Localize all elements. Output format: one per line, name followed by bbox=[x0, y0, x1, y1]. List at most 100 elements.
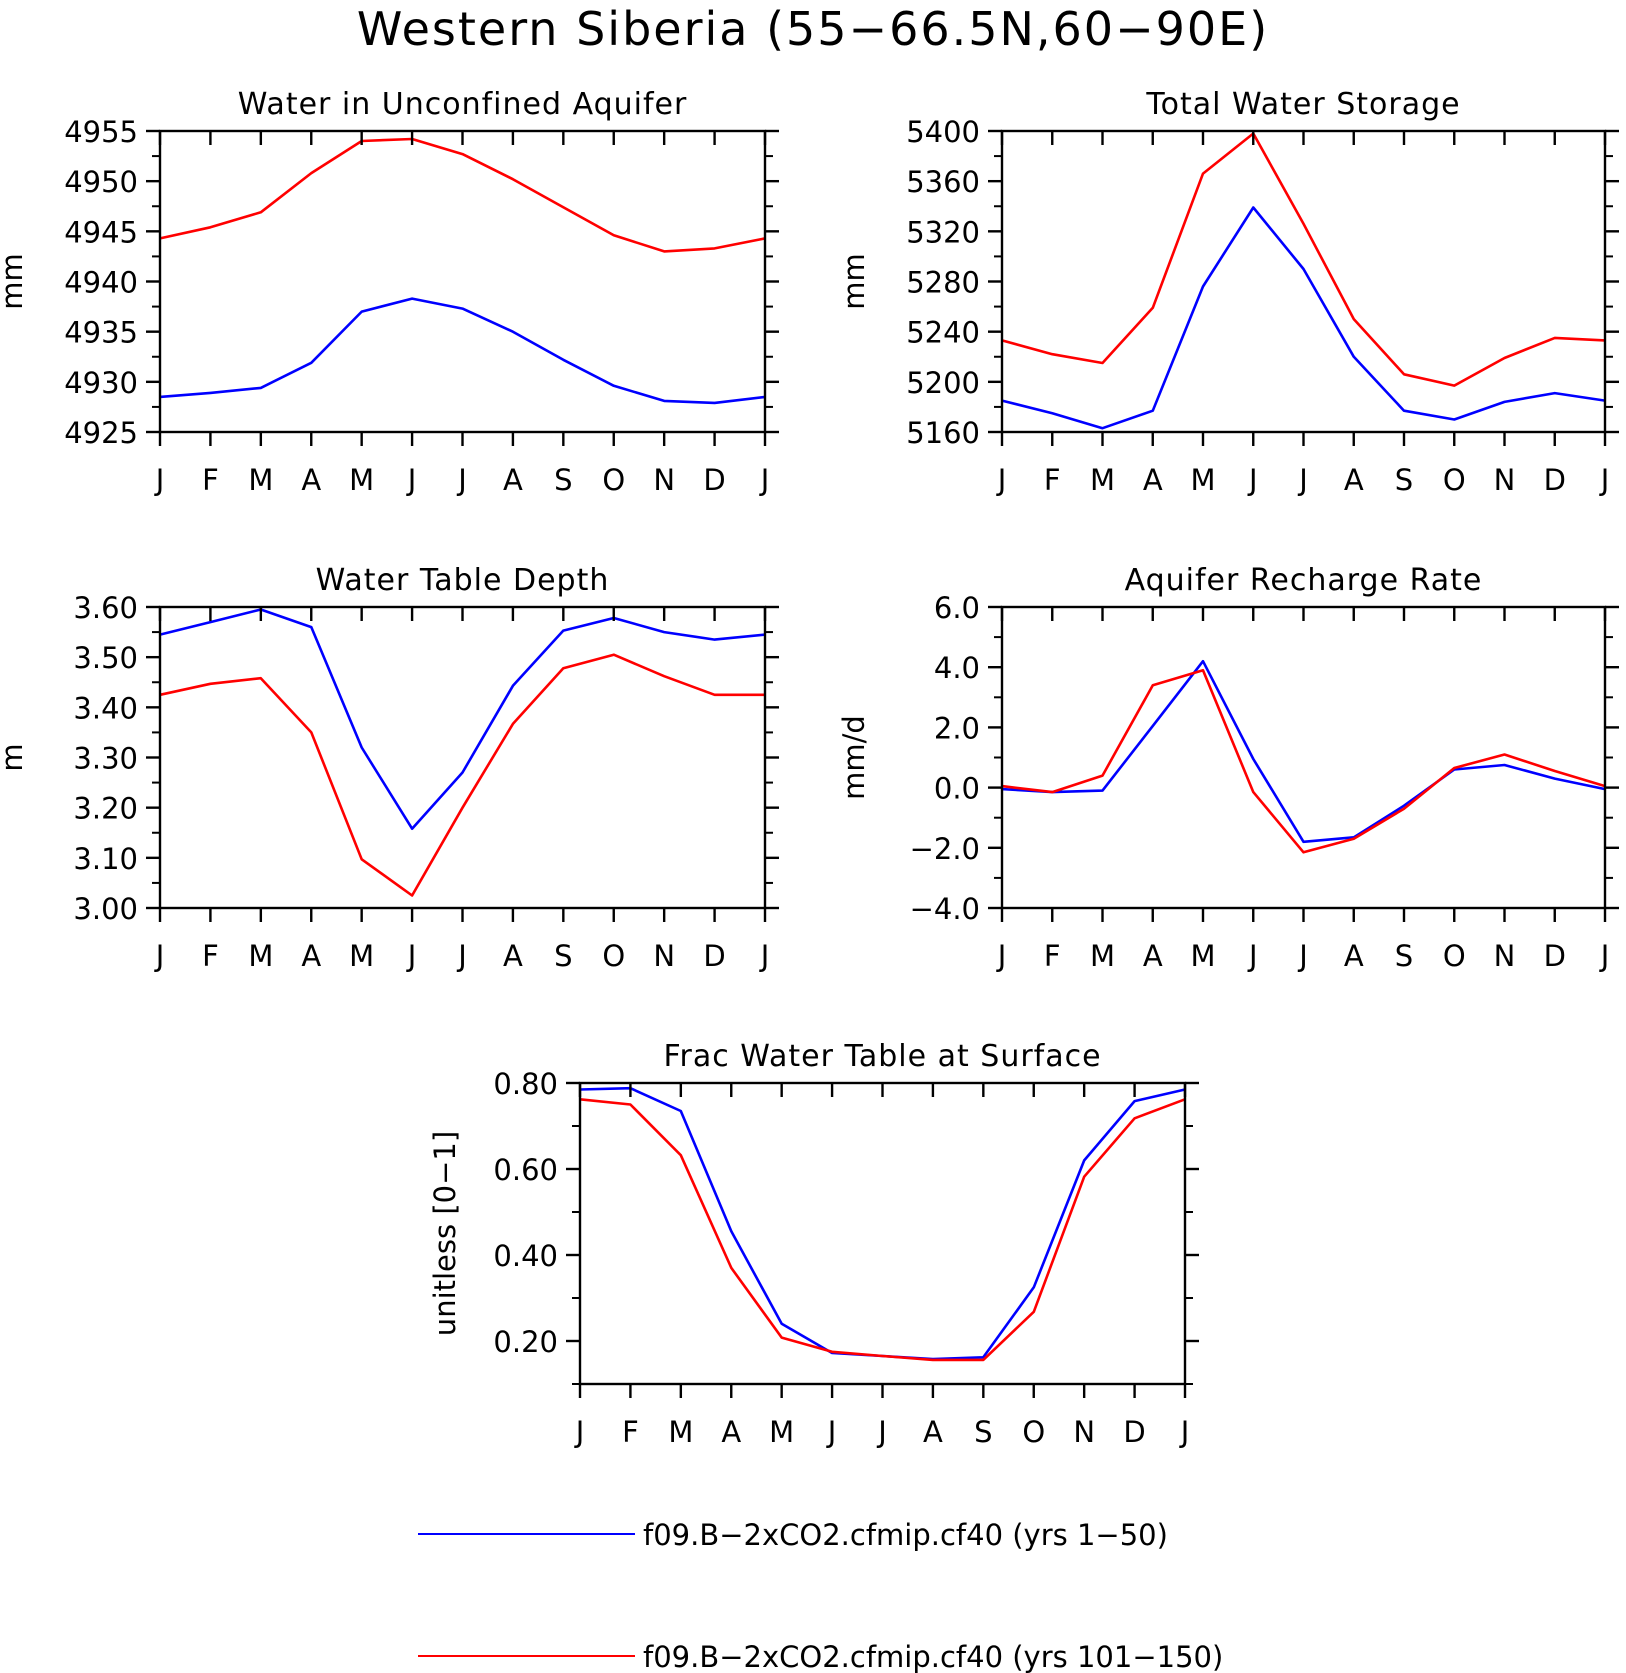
x-tick-label: S bbox=[1395, 463, 1413, 497]
y-tick-label: −2.0 bbox=[910, 832, 980, 866]
x-tick-label: M bbox=[248, 939, 273, 973]
x-tick-label: F bbox=[622, 1415, 639, 1449]
plot-frame bbox=[158, 129, 767, 434]
y-axis-label: mm bbox=[0, 253, 29, 310]
y-tick-label: 5400 bbox=[906, 115, 980, 149]
x-tick-label: A bbox=[1344, 939, 1364, 973]
y-tick-label: 5240 bbox=[906, 316, 980, 350]
x-tick-label: J bbox=[456, 463, 467, 497]
y-tick-label: 3.40 bbox=[73, 691, 138, 725]
y-tick-label: 5280 bbox=[906, 266, 980, 300]
x-tick-label: J bbox=[456, 939, 467, 973]
x-tick-label: A bbox=[503, 939, 523, 973]
legend-label-series-2: f09.B−2xCO2.cfmip.cf40 (yrs 101−150) bbox=[643, 1640, 1223, 1673]
panel-3: J F M A M J J A S O N D J3.003.103.203.303.403.503.6… bbox=[0, 563, 779, 973]
y-tick-label: 4925 bbox=[64, 416, 138, 450]
series-line-2 bbox=[579, 1098, 1186, 1362]
panel-title: Aquifer Recharge Rate bbox=[1125, 563, 1483, 598]
x-tick-label: J bbox=[876, 1415, 887, 1449]
x-tick-label: M bbox=[769, 1415, 794, 1449]
x-tick-label: J bbox=[154, 939, 165, 973]
panel-title: Water in Unconfined Aquifer bbox=[238, 87, 688, 122]
y-axis-label: m bbox=[0, 743, 29, 771]
plot-frame bbox=[578, 1081, 1187, 1386]
x-tick-label: S bbox=[554, 939, 572, 973]
x-tick-label: J bbox=[996, 463, 1007, 497]
x-tick-label: M bbox=[1090, 939, 1115, 973]
y-tick-label: 4950 bbox=[64, 165, 138, 199]
series-line-2 bbox=[159, 653, 765, 897]
x-tick-label: O bbox=[1443, 939, 1466, 973]
x-tick-label: J bbox=[1599, 463, 1610, 497]
x-tick-label: M bbox=[349, 939, 374, 973]
y-tick-label: 5360 bbox=[906, 165, 980, 199]
x-tick-label: J bbox=[759, 939, 770, 973]
y-tick-label: 0.20 bbox=[493, 1325, 558, 1359]
plot-frame bbox=[158, 605, 767, 910]
y-tick-label: 0.0 bbox=[934, 772, 980, 806]
x-tick-label: D bbox=[1123, 1415, 1145, 1449]
y-tick-label: −4.0 bbox=[910, 892, 980, 926]
y-tick-label: 3.50 bbox=[73, 641, 138, 675]
x-tick-label: F bbox=[202, 939, 219, 973]
x-tick-label: A bbox=[301, 463, 321, 497]
series-line-2 bbox=[1001, 132, 1606, 387]
y-tick-label: 5200 bbox=[906, 366, 980, 400]
y-tick-label: 5160 bbox=[906, 416, 980, 450]
series-line-1 bbox=[159, 297, 766, 405]
x-tick-label: J bbox=[996, 939, 1007, 973]
series-line-1 bbox=[579, 1086, 1186, 1361]
figure-title: Western Siberia (55−66.5N,60−90E) bbox=[356, 2, 1270, 56]
x-tick-label: S bbox=[974, 1415, 992, 1449]
series-line-1 bbox=[1001, 659, 1606, 844]
x-tick-label: A bbox=[1143, 939, 1163, 973]
y-tick-label: 4935 bbox=[64, 316, 138, 350]
x-tick-label: S bbox=[1395, 939, 1413, 973]
y-tick-label: 4940 bbox=[64, 266, 138, 300]
x-tick-label: J bbox=[1297, 463, 1308, 497]
x-tick-label: J bbox=[1599, 939, 1610, 973]
x-tick-label: N bbox=[1073, 1415, 1095, 1449]
y-tick-label: 0.40 bbox=[493, 1239, 558, 1273]
y-tick-label: 4930 bbox=[64, 366, 138, 400]
x-tick-label: D bbox=[1544, 463, 1566, 497]
x-tick-label: F bbox=[1044, 939, 1061, 973]
x-tick-label: F bbox=[1044, 463, 1061, 497]
x-tick-label: J bbox=[406, 939, 417, 973]
x-tick-label: D bbox=[1544, 939, 1566, 973]
x-tick-label: M bbox=[1090, 463, 1115, 497]
legend: f09.B−2xCO2.cfmip.cf40 (yrs 1−50) f09.B−… bbox=[418, 1518, 1223, 1673]
x-tick-label: O bbox=[602, 463, 625, 497]
y-axis-label: unitless [0−1] bbox=[428, 1131, 462, 1336]
y-axis-label: mm bbox=[837, 253, 871, 310]
x-tick-label: O bbox=[1443, 463, 1466, 497]
x-tick-label: J bbox=[406, 463, 417, 497]
x-tick-label: M bbox=[1190, 463, 1215, 497]
panel-title: Frac Water Table at Surface bbox=[663, 1039, 1101, 1074]
y-tick-label: 4945 bbox=[64, 215, 138, 249]
x-tick-label: J bbox=[574, 1415, 585, 1449]
x-tick-label: N bbox=[1494, 939, 1516, 973]
x-tick-label: A bbox=[503, 463, 523, 497]
x-tick-label: O bbox=[1022, 1415, 1045, 1449]
y-tick-label: 4.0 bbox=[934, 651, 980, 685]
x-tick-label: M bbox=[668, 1415, 693, 1449]
y-tick-label: 2.0 bbox=[934, 711, 980, 745]
panels-group: J F M A M J J A S O N D J492549304935494049454950495… bbox=[0, 87, 1619, 1449]
x-tick-label: J bbox=[759, 463, 770, 497]
x-tick-label: D bbox=[703, 463, 725, 497]
y-tick-label: 3.10 bbox=[73, 842, 138, 876]
y-tick-label: 5320 bbox=[906, 215, 980, 249]
x-tick-label: A bbox=[721, 1415, 741, 1449]
y-tick-label: 6.0 bbox=[934, 591, 980, 625]
y-tick-label: 0.80 bbox=[493, 1067, 558, 1101]
x-tick-label: J bbox=[1179, 1415, 1190, 1449]
panel-4: J F M A M J J A S O N D J−4.0−2.00.02.04.06.0Aquifer… bbox=[837, 563, 1619, 973]
x-tick-label: F bbox=[202, 463, 219, 497]
panel-title: Total Water Storage bbox=[1145, 87, 1460, 122]
plot-frame bbox=[1000, 129, 1607, 434]
x-tick-label: A bbox=[301, 939, 321, 973]
x-tick-label: J bbox=[154, 463, 165, 497]
x-tick-label: N bbox=[653, 939, 675, 973]
